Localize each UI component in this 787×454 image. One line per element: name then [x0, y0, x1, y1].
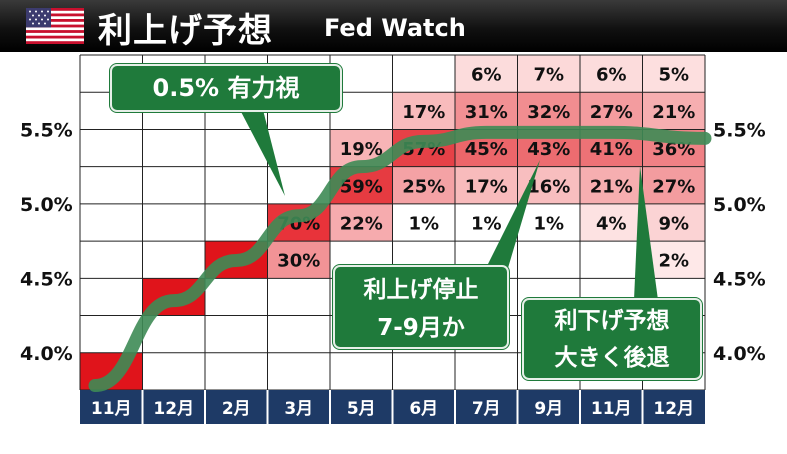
pause-callout-line2: 7-9月か [377, 315, 465, 341]
month-tick-label: 2月 [222, 399, 251, 419]
probability-label: 43% [527, 139, 570, 160]
probability-cell [455, 55, 518, 93]
probability-label: 19% [340, 139, 383, 160]
probability-label: 1% [533, 214, 564, 235]
probability-label: 6% [596, 65, 627, 86]
probability-label: 16% [527, 176, 570, 197]
probability-label: 17% [402, 102, 445, 123]
hike-probability-callout: 0.5% 有力視 [110, 64, 342, 112]
probability-label: 27% [652, 176, 695, 197]
probability-label: 25% [402, 176, 445, 197]
y-tick-label-right: 5.0% [713, 194, 766, 216]
month-tick-label: 11月 [591, 399, 632, 419]
probability-cell [642, 92, 705, 130]
us-flag-icon [26, 8, 84, 44]
probability-label: 5% [658, 65, 689, 86]
hike-callout-pointer [238, 106, 285, 196]
probability-cell [455, 92, 518, 130]
probability-label: 41% [590, 139, 633, 160]
probability-label: 21% [590, 176, 633, 197]
month-tick-label: 11月 [91, 399, 132, 419]
probability-label: 7% [533, 65, 564, 86]
probability-cell [392, 166, 455, 204]
cut-callout-line1: 利下げ予想 [554, 308, 670, 334]
trend-line [88, 125, 712, 393]
probability-label: 59% [340, 176, 383, 197]
y-tick-label-left: 4.0% [20, 343, 73, 365]
month-tick-label: 12月 [653, 399, 694, 419]
hike-probability-text: 0.5% 有力視 [152, 74, 300, 102]
probability-label: 6% [471, 65, 502, 86]
y-tick-label-left: 5.5% [20, 119, 73, 141]
probability-cell [642, 203, 705, 242]
y-tick-label-left: 4.5% [20, 268, 73, 290]
probability-label: 32% [527, 102, 570, 123]
probability-label: 22% [340, 214, 383, 235]
probability-label: 17% [465, 176, 508, 197]
probability-label: 21% [652, 102, 695, 123]
pause-callout-line1: 利上げ停止 [363, 277, 479, 303]
cut-callout-line2: 大きく後退 [554, 345, 670, 371]
probability-cell [580, 166, 643, 204]
probability-label: 1% [408, 214, 439, 235]
pause-callout: 利上げ停止 7-9月か [333, 265, 509, 349]
probability-cell [517, 55, 580, 93]
probability-cell [642, 166, 705, 204]
title-bar: 利上げ予想 Fed Watch [0, 0, 787, 52]
probability-label: 45% [465, 139, 508, 160]
probability-cell [517, 92, 580, 130]
probability-label: 31% [465, 102, 508, 123]
pause-callout-pointer [486, 160, 540, 268]
probability-cell [267, 241, 330, 279]
probability-label: 1% [471, 214, 502, 235]
y-tick-label-right: 4.5% [713, 268, 766, 290]
probability-cell [580, 203, 643, 242]
month-tick-label: 5月 [347, 399, 376, 419]
probability-cell [330, 203, 393, 242]
cut-callout: 利下げ予想 大きく後退 [522, 298, 702, 380]
page-subtitle: Fed Watch [324, 14, 466, 42]
probability-cell [392, 203, 455, 242]
probability-cell [580, 55, 643, 93]
y-tick-label-right: 5.5% [713, 119, 766, 141]
page-title: 利上げ予想 [98, 11, 273, 51]
y-tick-label-right: 4.0% [713, 343, 766, 365]
month-tick-label: 12月 [153, 399, 194, 419]
probability-cell [517, 203, 580, 242]
probability-label: 4% [596, 214, 627, 235]
probability-label: 9% [658, 214, 689, 235]
probability-cell [580, 92, 643, 130]
probability-label: 30% [277, 251, 320, 272]
month-tick-label: 3月 [284, 399, 313, 419]
probability-cell [642, 55, 705, 93]
month-tick-label: 6月 [409, 399, 438, 419]
month-tick-label: 7月 [472, 399, 501, 419]
probability-label: 27% [590, 102, 633, 123]
probability-cell [455, 166, 518, 204]
month-tick-label: 9月 [534, 399, 563, 419]
probability-cell [392, 92, 455, 130]
cut-callout-pointer [634, 166, 658, 300]
probability-label: 2% [658, 251, 689, 272]
y-tick-label-left: 5.0% [20, 194, 73, 216]
